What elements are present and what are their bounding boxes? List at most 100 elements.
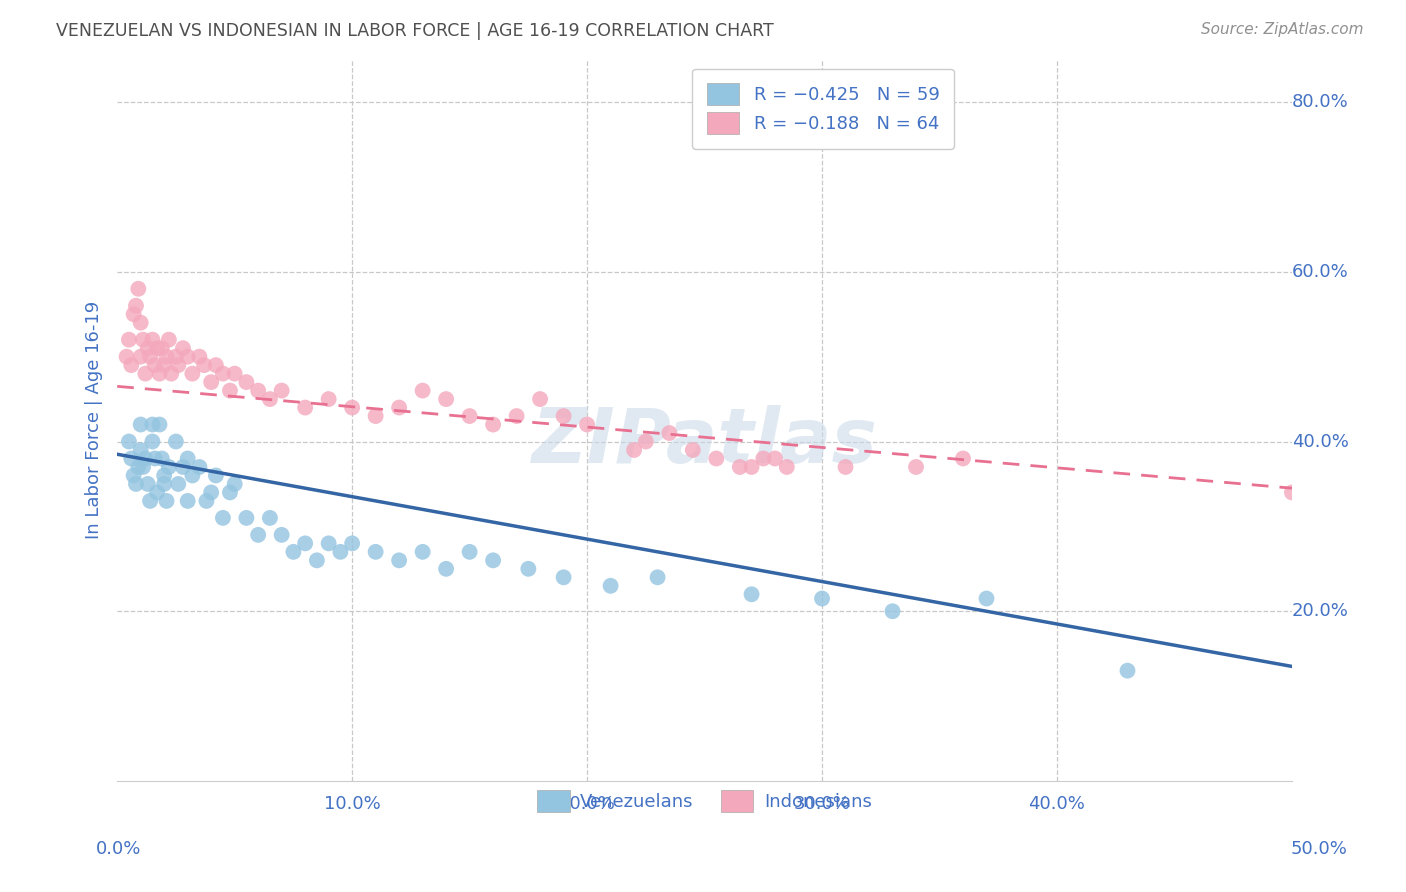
Point <box>212 367 235 381</box>
Point <box>458 545 481 559</box>
Point <box>132 460 155 475</box>
Point <box>141 417 163 432</box>
Point <box>160 367 183 381</box>
Point <box>127 460 149 475</box>
Point <box>129 350 152 364</box>
Point <box>205 468 228 483</box>
Text: VENEZUELAN VS INDONESIAN IN LABOR FORCE | AGE 16-19 CORRELATION CHART: VENEZUELAN VS INDONESIAN IN LABOR FORCE … <box>56 22 773 40</box>
Point <box>270 384 292 398</box>
Text: 60.0%: 60.0% <box>1292 263 1348 281</box>
Point <box>125 299 148 313</box>
Legend: Venezuelans, Indonesians: Venezuelans, Indonesians <box>523 775 887 826</box>
Point <box>155 494 177 508</box>
Point <box>129 417 152 432</box>
Point <box>148 417 170 432</box>
Point <box>122 468 145 483</box>
Text: 30.0%: 30.0% <box>793 796 851 814</box>
Point <box>634 434 657 449</box>
Point <box>704 451 727 466</box>
Point <box>172 460 194 475</box>
Point <box>143 451 166 466</box>
Text: 40.0%: 40.0% <box>1292 433 1348 450</box>
Point <box>139 350 162 364</box>
Point <box>776 460 799 475</box>
Point <box>752 451 775 466</box>
Point <box>129 316 152 330</box>
Point <box>132 333 155 347</box>
Point <box>270 528 292 542</box>
Point <box>658 425 681 440</box>
Point <box>153 358 176 372</box>
Point <box>141 333 163 347</box>
Point <box>120 451 142 466</box>
Point <box>212 511 235 525</box>
Point <box>143 358 166 372</box>
Point <box>167 358 190 372</box>
Text: 10.0%: 10.0% <box>323 796 381 814</box>
Point <box>122 307 145 321</box>
Point <box>741 587 763 601</box>
Point <box>388 553 411 567</box>
Text: 80.0%: 80.0% <box>1292 93 1348 111</box>
Point <box>763 451 786 466</box>
Point <box>176 350 198 364</box>
Point <box>188 460 211 475</box>
Point <box>146 341 169 355</box>
Point <box>118 434 141 449</box>
Point <box>412 384 434 398</box>
Point <box>120 358 142 372</box>
Point <box>259 511 281 525</box>
Point <box>155 350 177 364</box>
Point <box>200 375 222 389</box>
Point <box>153 468 176 483</box>
Y-axis label: In Labor Force | Age 16-19: In Labor Force | Age 16-19 <box>86 301 103 540</box>
Point <box>834 460 856 475</box>
Point <box>976 591 998 606</box>
Point <box>148 367 170 381</box>
Point <box>146 485 169 500</box>
Point <box>905 460 928 475</box>
Point <box>517 562 540 576</box>
Point <box>340 536 363 550</box>
Point <box>150 451 173 466</box>
Point <box>157 333 180 347</box>
Point <box>157 460 180 475</box>
Point <box>505 409 527 423</box>
Point <box>553 409 575 423</box>
Point <box>412 545 434 559</box>
Point <box>235 375 257 389</box>
Point <box>188 350 211 364</box>
Point <box>200 485 222 500</box>
Point <box>224 367 246 381</box>
Point <box>458 409 481 423</box>
Point <box>1281 485 1303 500</box>
Point <box>318 536 340 550</box>
Point <box>318 392 340 406</box>
Point <box>434 562 457 576</box>
Point <box>576 417 599 432</box>
Point <box>728 460 751 475</box>
Point <box>259 392 281 406</box>
Point <box>219 485 242 500</box>
Text: ZIPatlas: ZIPatlas <box>531 405 877 479</box>
Text: 50.0%: 50.0% <box>1291 840 1347 858</box>
Point <box>283 545 305 559</box>
Text: 40.0%: 40.0% <box>1029 796 1085 814</box>
Point <box>329 545 352 559</box>
Point <box>235 511 257 525</box>
Point <box>623 442 645 457</box>
Point <box>1116 664 1139 678</box>
Point <box>125 477 148 491</box>
Point <box>153 477 176 491</box>
Point <box>529 392 551 406</box>
Point <box>294 536 316 550</box>
Point <box>181 468 204 483</box>
Point <box>482 417 505 432</box>
Text: 0.0%: 0.0% <box>96 840 141 858</box>
Point <box>195 494 218 508</box>
Point <box>682 442 704 457</box>
Point <box>305 553 328 567</box>
Point <box>553 570 575 584</box>
Point <box>364 409 387 423</box>
Point <box>647 570 669 584</box>
